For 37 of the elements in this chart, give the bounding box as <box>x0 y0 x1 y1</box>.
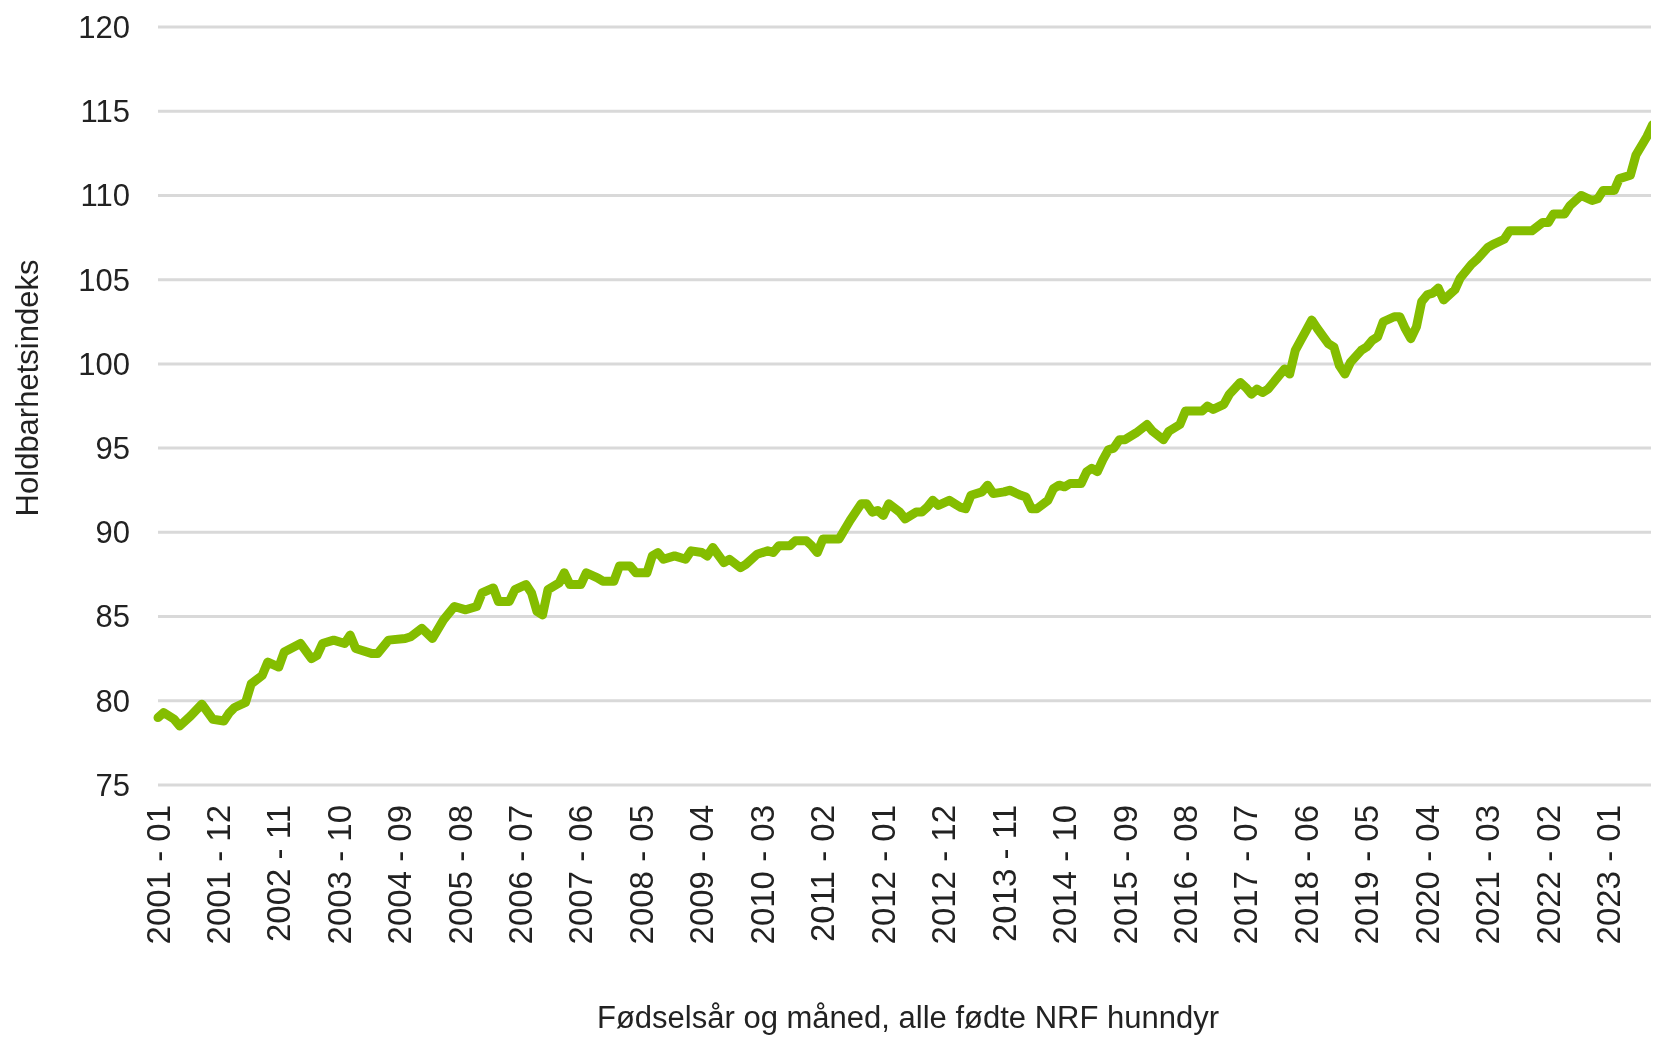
x-tick-label: 2001 - 12 <box>199 805 237 945</box>
x-tick-label: 2011 - 02 <box>804 805 842 942</box>
x-tick-label: 2018 - 06 <box>1287 805 1325 945</box>
x-tick-label: 2006 - 07 <box>501 805 539 945</box>
x-tick-label: 2001 - 01 <box>139 805 177 945</box>
y-tick-label: 85 <box>95 599 130 635</box>
x-tick-label: 2002 - 11 <box>260 805 298 942</box>
x-tick-label: 2023 - 01 <box>1590 805 1628 945</box>
y-tick-label: 115 <box>80 94 130 130</box>
y-axis-title: Holdbarhetsindeks <box>10 259 45 517</box>
x-tick-label: 2005 - 08 <box>441 805 479 945</box>
y-tick-label: 120 <box>78 9 130 45</box>
y-tick-label: 95 <box>95 430 130 466</box>
x-tick-label: 2019 - 05 <box>1348 805 1386 945</box>
x-axis-title: Fødselsår og måned, alle fødte NRF hunndyr <box>597 1000 1219 1035</box>
y-tick-label: 80 <box>95 683 130 719</box>
y-tick-label: 110 <box>80 178 130 214</box>
x-tick-label: 2014 - 10 <box>1046 805 1084 945</box>
x-tick-label: 2010 - 03 <box>743 805 781 945</box>
y-tick-label: 100 <box>78 346 130 382</box>
x-tick-label: 2012 - 12 <box>925 805 963 945</box>
x-tick-label: 2022 - 02 <box>1529 805 1567 945</box>
x-tick-label: 2020 - 04 <box>1408 805 1446 945</box>
x-tick-label: 2013 - 11 <box>985 805 1023 942</box>
x-tick-label: 2015 - 09 <box>1106 805 1144 945</box>
x-tick-label: 2007 - 06 <box>562 805 600 945</box>
x-tick-label: 2016 - 08 <box>1167 805 1204 945</box>
y-tick-label: 90 <box>95 515 130 551</box>
x-tick-label: 2008 - 05 <box>622 805 660 945</box>
x-tick-label: 2017 - 07 <box>1227 805 1265 945</box>
x-tick-label: 2004 - 09 <box>381 805 419 945</box>
y-tick-label: 75 <box>95 767 130 803</box>
x-tick-label: 2012 - 01 <box>864 805 902 945</box>
x-tick-label: 2021 - 03 <box>1469 805 1507 945</box>
y-tick-label: 105 <box>78 262 130 298</box>
x-tick-label: 2009 - 04 <box>683 805 721 945</box>
x-tick-label: 2003 - 10 <box>320 805 358 945</box>
